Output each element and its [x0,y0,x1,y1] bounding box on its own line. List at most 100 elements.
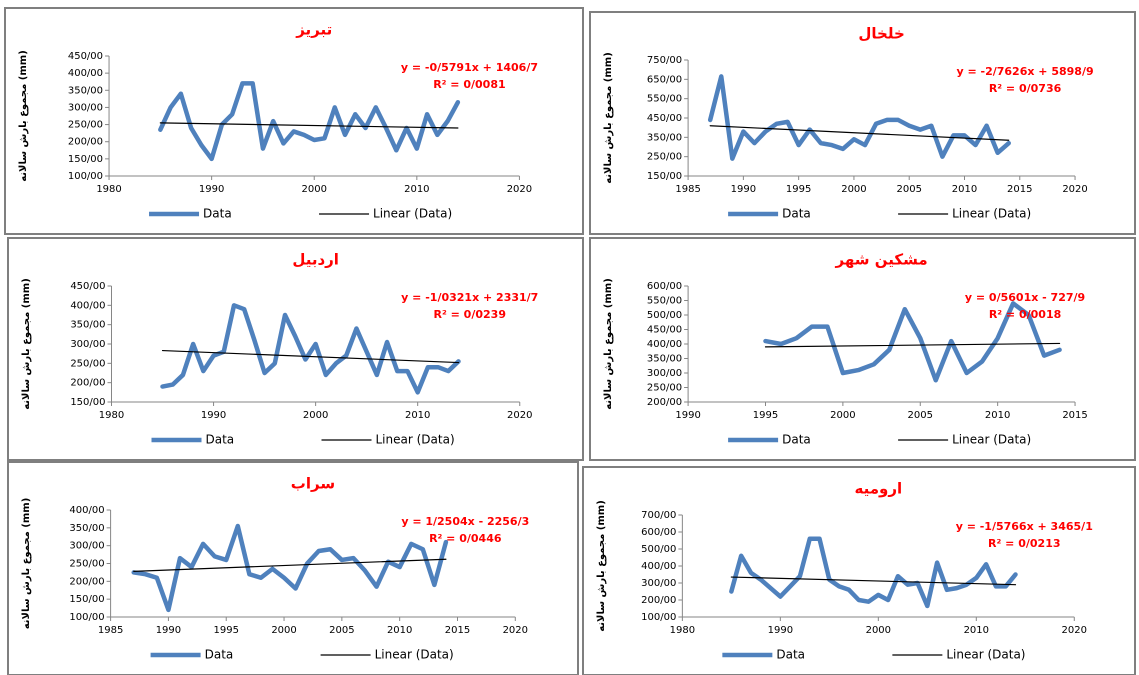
x-tick-label: 2000 [302,184,327,195]
y-tick-label: 200/00 [641,595,676,606]
y-tick-label: 400/00 [69,505,104,516]
x-tick-label: 2010 [964,625,989,636]
data-line [707,74,1011,161]
chart-title: تبریز [295,21,332,39]
annotation: R² = 0/0081 [433,78,505,91]
data-line [763,301,1062,383]
y-tick-label: 400/00 [70,300,105,311]
chart-title: اردبیل [292,251,339,269]
x-tick-label: 2000 [866,625,891,636]
x-tick-label: 2005 [329,625,354,636]
y-axis-label: مجموع بارش سالانه (mm) [21,498,32,630]
legend-label: Linear (Data) [376,433,455,447]
y-tick-label: 250/00 [647,152,682,163]
x-tick-label: 1990 [156,625,181,636]
y-tick-label: 600/00 [641,527,676,538]
data-line [709,125,1010,141]
annotation: R² = 0/0446 [429,532,502,545]
y-tick-label: 700/00 [641,510,676,521]
y-tick-label: 400/00 [647,339,682,350]
x-tick-label: 1995 [753,410,778,421]
x-tick-label: 2010 [405,410,430,421]
y-tick-label: 300/00 [641,578,676,589]
y-tick-label: 450/00 [647,325,682,336]
y-tick-label: 450/00 [70,281,105,292]
x-tick-label: 2015 [1007,184,1032,195]
y-tick-label: 500/00 [647,310,682,321]
annotation: R² = 0/0018 [989,308,1061,321]
x-tick-label: 2000 [841,184,866,195]
y-tick-label: 300/00 [70,339,105,350]
x-tick-label: 1990 [201,410,226,421]
y-tick-label: 250/00 [70,358,105,369]
x-tick-label: 2000 [303,410,328,421]
x-tick-label: 2000 [271,625,296,636]
y-tick-label: 750/00 [647,55,682,66]
legend-label: Linear (Data) [946,648,1025,662]
x-tick-label: 1990 [768,625,793,636]
data-line [133,558,447,572]
legend-label: Linear (Data) [375,648,454,662]
y-tick-label: 150/00 [647,171,682,182]
y-tick-label: 200/00 [70,378,105,389]
panel-border [7,461,579,675]
x-tick-label: 1980 [99,410,124,421]
y-tick-label: 150/00 [69,594,104,605]
x-tick-label: 2020 [507,184,532,195]
data-line [159,122,459,129]
chart-title: خلخال [858,25,904,43]
x-tick-label: 2010 [404,184,429,195]
annotation: R² = 0/0239 [434,308,506,321]
y-tick-label: 100/00 [641,612,676,623]
annotation: y = -2/7626x + 5898/9 [956,65,1093,78]
y-tick-label: 400/00 [68,68,103,79]
y-tick-label: 250/00 [68,120,103,131]
annotation: R² = 0/0736 [989,82,1062,95]
panel-border [7,237,584,461]
y-tick-label: 200/00 [69,576,104,587]
y-tick-label: 600/00 [647,281,682,292]
x-tick-label: 2010 [952,184,977,195]
legend-label: Data [206,433,235,447]
legend-label: Data [205,648,234,662]
data-line [160,303,461,395]
x-tick-label: 1980 [670,625,695,636]
panel-border [582,466,1136,675]
y-tick-label: 250/00 [69,559,104,570]
chart-title: ارومیه [855,480,903,498]
x-tick-label: 2010 [387,625,412,636]
y-tick-label: 350/00 [69,523,104,534]
panel-border [589,237,1136,461]
data-line [158,81,461,162]
chart-title: مشکین شهر [835,251,928,269]
x-tick-label: 2015 [445,625,470,636]
annotation: y = 0/5601x - 727/9 [965,291,1085,304]
x-tick-label: 1985 [98,625,123,636]
y-tick-label: 450/00 [68,51,103,62]
x-tick-label: 1995 [786,184,811,195]
y-tick-label: 450/00 [647,113,682,124]
y-tick-label: 350/00 [647,132,682,143]
annotation: y = -0/5791x + 1406/7 [401,61,538,74]
data-line [730,576,1017,586]
y-tick-label: 400/00 [641,561,676,572]
legend-label: Linear (Data) [952,433,1031,447]
legend-label: Data [776,648,805,662]
y-axis-label: مجموع بارش سالانه (mm) [21,278,32,410]
x-tick-label: 1990 [731,184,756,195]
y-tick-label: 350/00 [68,85,103,96]
annotation: y = 1/2504x - 2256/3 [401,515,529,528]
y-tick-label: 350/00 [70,320,105,331]
y-tick-label: 550/00 [647,94,682,105]
x-tick-label: 2020 [507,410,532,421]
y-tick-label: 200/00 [647,397,682,408]
y-tick-label: 650/00 [647,74,682,85]
data-line [131,523,449,613]
x-tick-label: 1995 [214,625,239,636]
y-axis-label: مجموع بارش سالانه (mm) [18,50,29,182]
annotation: y = -1/0321x + 2331/7 [401,291,538,304]
panel-border [4,7,584,235]
data-line [764,342,1061,348]
y-tick-label: 550/00 [647,296,682,307]
